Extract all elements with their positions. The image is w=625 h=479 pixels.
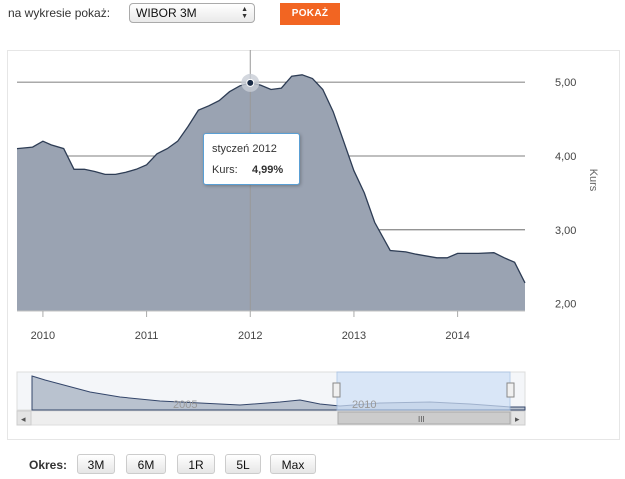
y-axis-ticks: 2,00 3,00 4,00 5,00 [555,77,576,310]
navigator-label-2005: 2005 [173,399,197,411]
scrollbar-right-arrow [510,410,526,426]
y-tick-label: 5,00 [555,77,576,89]
x-tick-label: 2012 [238,330,262,342]
navigator-label-2010: 2010 [352,399,376,411]
scroll-left-icon: ◂ [21,414,26,424]
y-axis-label: Kurs [587,169,599,192]
y-tick-label: 4,00 [555,151,576,163]
period-button-6m[interactable]: 6M [126,454,166,474]
scroll-right-icon: ▸ [515,414,520,424]
x-tick-label: 2013 [342,330,366,342]
tooltip-title: styczeń 2012 [212,143,277,155]
tooltip: styczeń 2012 Kurs: 4,99% [203,133,300,185]
period-button-1r[interactable]: 1R [177,454,215,474]
x-tick-label: 2011 [135,330,159,342]
show-on-chart-label: na wykresie pokaż: [8,6,111,20]
navigator-handle-right [506,382,515,398]
period-button-5l[interactable]: 5L [225,454,261,474]
period-label: Okres: [29,458,68,472]
period-button-max[interactable]: Max [270,454,316,474]
instrument-select-value: WIBOR 3M [136,6,197,20]
show-button[interactable]: POKAŻ [280,3,340,25]
y-tick-label: 3,00 [555,225,576,237]
instrument-select[interactable]: WIBOR 3M ▲ ▼ [129,3,255,23]
highlight-point [246,78,255,87]
y-tick-label: 2,00 [555,299,576,311]
x-tick-label: 2014 [445,330,469,342]
tooltip-value: 4,99% [252,164,284,176]
navigator-area [31,375,526,411]
period-button-3m[interactable]: 3M [77,454,115,474]
select-arrows-icon: ▲ ▼ [241,6,248,20]
scrollbar-thumb [337,411,511,425]
tooltip-key: Kurs: [212,164,238,176]
x-tick-label: 2010 [31,330,55,342]
x-axis-ticks: 2010 2011 2012 2013 2014 [17,310,525,342]
area-fill [17,74,525,311]
navigator-handle-left [332,382,341,398]
navigator-selection [336,371,511,411]
scrollbar-left-arrow [16,410,32,426]
chart-frame [7,50,620,440]
scrollbar-grip-icon: III [418,415,425,424]
